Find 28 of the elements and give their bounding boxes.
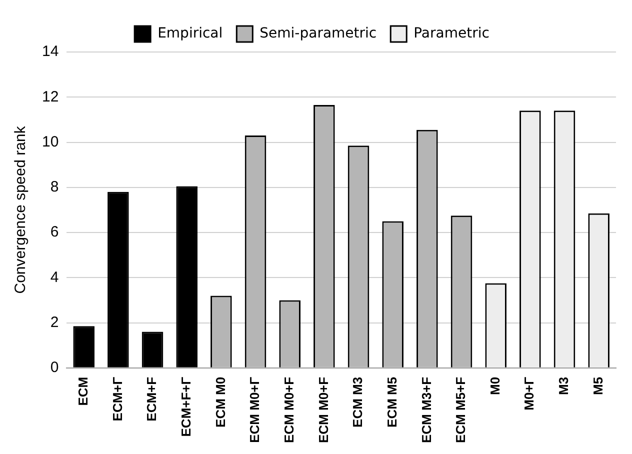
- x-tick-label: ECM M5+F: [453, 376, 468, 443]
- x-tick-label: ECM M5: [384, 376, 400, 428]
- legend-label: Parametric: [414, 26, 490, 42]
- y-tick-label: 12: [42, 88, 59, 106]
- x-tick-label: ECM+F+Γ: [178, 376, 194, 437]
- x-tick-label: M0: [487, 376, 502, 395]
- y-tick-label: 0: [50, 359, 59, 376]
- x-tick-label: ECM+F: [144, 376, 160, 422]
- y-tick-label: 10: [42, 133, 59, 150]
- y-tick-label: 14: [42, 43, 59, 60]
- y-tick-label: 8: [50, 178, 59, 196]
- x-tick-label: M3: [556, 376, 572, 395]
- y-tick-label: 4: [50, 268, 59, 286]
- x-tick-label: ECM: [75, 376, 90, 406]
- legend-label: Semi-parametric: [260, 26, 377, 42]
- x-tick-label: M5: [590, 376, 606, 395]
- legend-label: Empirical: [158, 26, 223, 42]
- y-tick-label: 2: [50, 314, 59, 331]
- x-tick-label: ECM M0+F: [281, 376, 296, 443]
- x-tick-label: ECM+Γ: [110, 376, 125, 422]
- x-tick-label: M0+Γ: [522, 376, 537, 410]
- x-tick-label: ECM M3+F: [418, 376, 434, 443]
- y-tick-label: 6: [50, 224, 59, 241]
- y-axis-title: Convergence speed rank: [12, 126, 30, 294]
- x-tick-label: ECM M0: [212, 376, 228, 428]
- x-tick-label: ECM M0+F: [316, 376, 331, 443]
- x-tick-label: ECM M3: [350, 376, 366, 428]
- x-tick-label: ECM M0+Γ: [247, 376, 262, 443]
